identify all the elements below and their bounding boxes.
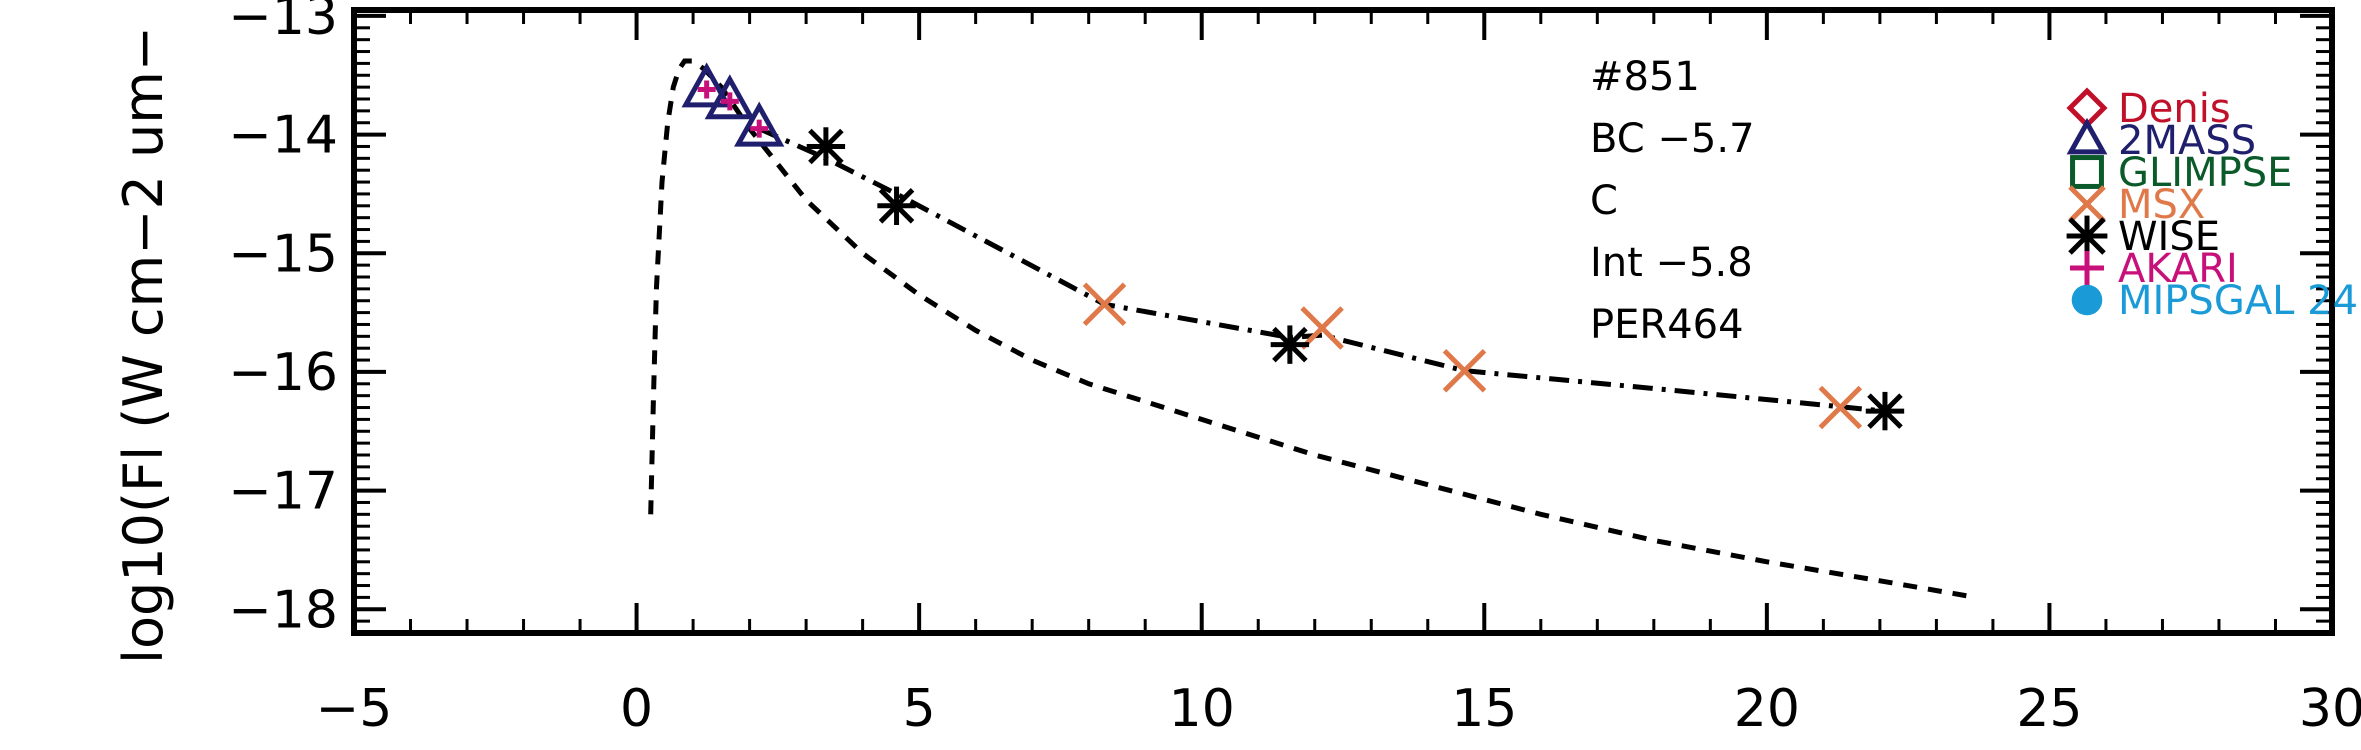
legend-label: GLIMPSE (2118, 150, 2292, 196)
y-axis-label: log10(Fl (W cm−2 um− (112, 26, 175, 664)
x-tick-label: 30 (2299, 679, 2361, 739)
annotation-int: Int −5.8 (1590, 240, 1753, 286)
annotation-catalog: PER464 (1590, 302, 1744, 348)
y-tick-label: −18 (228, 580, 338, 640)
legend-x-marker (2068, 185, 2106, 223)
x-tick-label: 15 (1451, 679, 1517, 739)
plus-marker (697, 80, 716, 99)
x-tick-label: 10 (1169, 679, 1235, 739)
x-tick-label: 5 (903, 679, 936, 739)
x-marker (1300, 306, 1344, 350)
x-marker (1442, 348, 1487, 393)
legend-label: Denis (2118, 86, 2231, 132)
triangle-marker (734, 101, 785, 147)
legend-square-marker (2070, 155, 2104, 189)
asterisk-marker (1865, 391, 1905, 431)
x-marker (1082, 282, 1127, 327)
triangle-marker (681, 62, 732, 108)
legend-label: WISE (2118, 214, 2220, 260)
legend-label: 2MASS (2118, 118, 2256, 164)
triangle-marker (704, 74, 755, 120)
model-lines (648, 58, 1977, 600)
y-tick-labels: −18 −17 −16 −15 −14 −13 (228, 0, 338, 640)
annotation-class: C (1590, 178, 1618, 224)
legend-circle-marker (2071, 284, 2103, 316)
plus-marker (720, 92, 739, 111)
legend-label: AKARI (2118, 246, 2238, 292)
axis-ticks (352, 10, 2334, 635)
y-tick-label: −16 (228, 343, 338, 403)
y-tick-label: −13 (228, 0, 338, 47)
x-tick-labels: −5 0 5 10 15 20 25 30 (316, 679, 2361, 739)
y-tick-label: −17 (228, 462, 338, 522)
asterisk-marker (806, 127, 846, 166)
y-tick-label: −15 (228, 224, 338, 284)
legend-label: MIPSGAL 24 (2118, 278, 2358, 324)
annotation-bc: BC −5.7 (1590, 116, 1755, 162)
photosphere-model-line (648, 58, 1977, 600)
legend-asterisk-marker (2066, 215, 2108, 257)
asterisk-marker (1270, 325, 1310, 364)
x-marker (1818, 385, 1863, 430)
x-tick-label: −5 (316, 679, 393, 739)
x-tick-label: 20 (1734, 679, 1800, 739)
data-markers (681, 62, 1905, 431)
annotation-source-id: #851 (1590, 54, 1700, 100)
legend-label: MSX (2118, 182, 2205, 228)
asterisk-marker (877, 186, 916, 225)
x-tick-label: 0 (620, 679, 653, 739)
legend-triangle-marker (2066, 117, 2108, 155)
legend-plus-marker (2070, 251, 2104, 285)
plot-frame (351, 7, 2335, 636)
y-tick-label: −14 (228, 106, 338, 166)
annotation-block: #851 BC −5.7 C Int −5.8 PER464 (1590, 54, 1755, 348)
plus-marker (750, 119, 769, 138)
x-tick-label: 25 (2016, 679, 2082, 739)
